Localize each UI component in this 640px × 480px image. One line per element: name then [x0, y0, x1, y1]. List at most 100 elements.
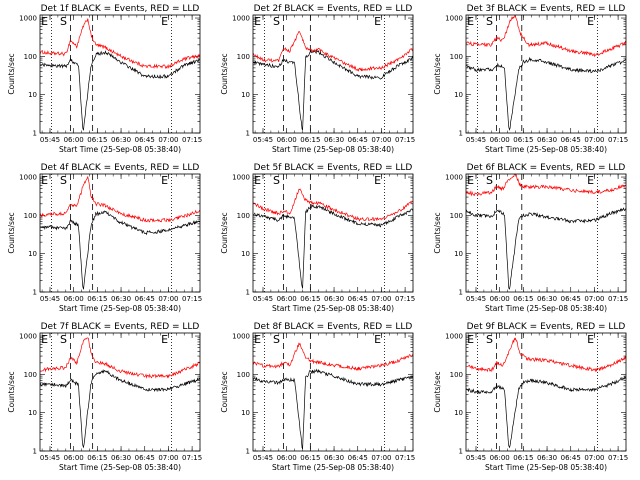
x-tick-label: 06:00 — [64, 295, 84, 303]
x-axis-label: Start Time (25-Sep-08 05:38:40) — [272, 145, 394, 154]
x-tick-label: 06:00 — [277, 454, 297, 462]
y-axis-label: Counts/sec — [220, 212, 229, 253]
series-lld-line — [40, 175, 200, 223]
x-tick-label: 06:15 — [513, 295, 533, 303]
series-lld-line — [253, 188, 413, 222]
vline-label: S — [273, 174, 280, 187]
series-events-line — [466, 207, 626, 290]
series-lld-line — [40, 337, 200, 379]
y-tick-label: 1 — [246, 289, 250, 297]
y-tick-label: 1 — [459, 289, 463, 297]
y-axis-label: Counts/sec — [220, 53, 229, 94]
x-tick-label: 06:15 — [87, 295, 107, 303]
x-tick-label: 07:15 — [395, 454, 415, 462]
vline-label: S — [273, 15, 280, 28]
y-tick-label: 10 — [28, 91, 37, 99]
y-tick-label: 10 — [28, 409, 37, 417]
y-tick-label: 1 — [246, 130, 250, 138]
x-tick-label: 06:45 — [348, 295, 368, 303]
plot-area — [40, 333, 200, 451]
y-tick-label: 100 — [237, 371, 250, 379]
x-tick-label: 07:15 — [608, 136, 628, 144]
chart-panel-4: Det 4f BLACK = Events, RED = LLD 1 10 100 10… — [7, 163, 202, 313]
y-axis-label: Counts/sec — [7, 212, 16, 253]
vline-label: S — [486, 174, 493, 187]
x-tick-label: 06:15 — [300, 136, 320, 144]
chart-title: Det 6f BLACK = Events, RED = LLD — [467, 163, 626, 173]
y-axis-label: Counts/sec — [7, 371, 16, 412]
y-tick-label: 10 — [28, 250, 37, 258]
y-axis-label: Counts/sec — [433, 53, 442, 94]
y-tick-label: 100 — [450, 212, 463, 220]
vline-label: E — [41, 15, 48, 28]
y-tick-label: 100 — [450, 371, 463, 379]
x-tick-label: 05:45 — [466, 454, 486, 462]
x-tick-label: 05:45 — [253, 295, 273, 303]
x-tick-label: 05:45 — [40, 454, 60, 462]
series-lld-line — [253, 342, 413, 372]
x-tick-label: 07:15 — [395, 295, 415, 303]
chart-title: Det 2f BLACK = Events, RED = LLD — [254, 4, 413, 14]
y-tick-label: 1 — [33, 289, 37, 297]
x-tick-label: 06:30 — [324, 136, 344, 144]
x-tick-label: 05:45 — [466, 136, 486, 144]
x-axis-label: Start Time (25-Sep-08 05:38:40) — [59, 145, 181, 154]
x-tick-label: 06:15 — [300, 295, 320, 303]
x-tick-label: 07:15 — [182, 454, 202, 462]
vline-label: E — [587, 333, 594, 346]
y-tick-label: 1000 — [232, 15, 250, 23]
y-tick-label: 10 — [241, 409, 250, 417]
x-tick-label: 06:15 — [300, 454, 320, 462]
x-axis-label: Start Time (25-Sep-08 05:38:40) — [272, 304, 394, 313]
y-tick-label: 1000 — [445, 174, 463, 182]
vline-label: E — [374, 15, 381, 28]
x-tick-label: 07:00 — [158, 295, 178, 303]
chart-panel-3: Det 3f BLACK = Events, RED = LLD 1 10 100 10… — [433, 4, 628, 154]
y-tick-label: 100 — [24, 212, 37, 220]
x-tick-label: 06:00 — [64, 454, 84, 462]
series-events-line — [40, 50, 200, 131]
y-tick-label: 1000 — [445, 333, 463, 341]
x-axis-label: Start Time (25-Sep-08 05:38:40) — [485, 304, 607, 313]
plot-area — [253, 333, 413, 451]
vline-label: E — [41, 333, 48, 346]
x-tick-label: 06:00 — [490, 136, 510, 144]
x-tick-label: 05:45 — [40, 295, 60, 303]
y-axis-label: Counts/sec — [220, 371, 229, 412]
series-lld-line — [40, 18, 200, 70]
series-events-line — [253, 368, 413, 450]
x-tick-label: 07:00 — [371, 454, 391, 462]
y-tick-label: 1 — [459, 130, 463, 138]
plot-area — [253, 174, 413, 292]
x-tick-label: 06:00 — [490, 454, 510, 462]
x-axis-label: Start Time (25-Sep-08 05:38:40) — [59, 463, 181, 472]
x-tick-label: 07:00 — [584, 454, 604, 462]
x-tick-label: 07:15 — [608, 295, 628, 303]
plot-frame — [39, 14, 201, 134]
series-events-line — [253, 203, 413, 289]
y-tick-label: 1 — [33, 448, 37, 456]
y-tick-label: 10 — [454, 91, 463, 99]
plot-area — [40, 174, 200, 292]
plot-area — [253, 15, 413, 133]
x-tick-label: 06:45 — [135, 454, 155, 462]
y-tick-label: 100 — [237, 212, 250, 220]
x-tick-label: 06:00 — [277, 295, 297, 303]
vline-label: E — [467, 333, 474, 346]
x-tick-label: 06:45 — [135, 295, 155, 303]
x-tick-label: 06:45 — [561, 136, 581, 144]
plot-frame — [252, 173, 414, 293]
x-tick-label: 06:30 — [537, 136, 557, 144]
vline-label: E — [467, 15, 474, 28]
y-tick-label: 1000 — [19, 174, 37, 182]
y-tick-label: 1000 — [232, 174, 250, 182]
x-tick-label: 06:30 — [111, 136, 131, 144]
x-tick-label: 06:15 — [87, 454, 107, 462]
plot-frame — [252, 332, 414, 452]
chart-panel-5: Det 5f BLACK = Events, RED = LLD 1 10 100 10… — [220, 163, 415, 313]
chart-panel-6: Det 6f BLACK = Events, RED = LLD 1 10 100 10… — [433, 163, 628, 313]
series-lld-line — [466, 337, 626, 373]
x-tick-label: 06:15 — [513, 136, 533, 144]
y-tick-label: 10 — [241, 250, 250, 258]
